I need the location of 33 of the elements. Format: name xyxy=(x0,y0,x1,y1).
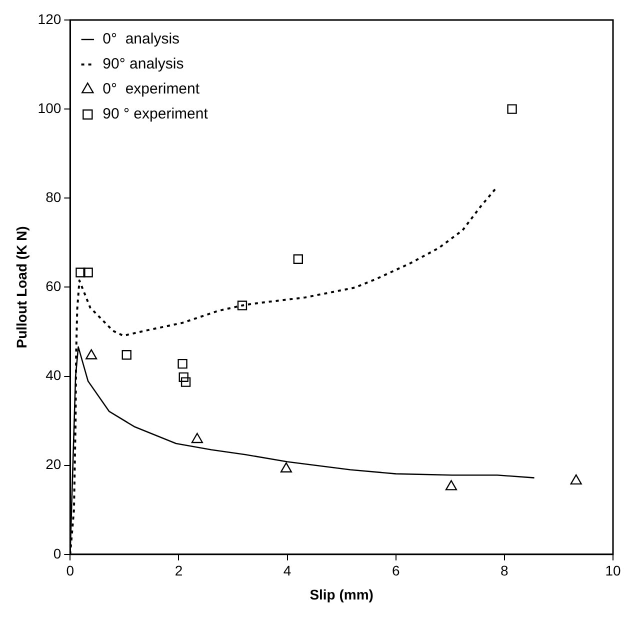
point xyxy=(76,268,86,278)
y-axis-title: Pullout Load (K N) xyxy=(13,226,30,348)
point xyxy=(178,372,188,382)
y-tick-label: 120 xyxy=(38,10,62,27)
point xyxy=(178,358,188,369)
x-tick-label: 8 xyxy=(500,562,509,579)
y-tick-label: 0 xyxy=(53,545,62,562)
point xyxy=(237,300,248,310)
point xyxy=(280,462,292,472)
x-tick-label: 4 xyxy=(283,562,292,579)
x-tick-label: 6 xyxy=(392,562,400,579)
point xyxy=(191,432,203,444)
x-tick-label: 0 xyxy=(66,562,74,579)
point xyxy=(122,350,132,360)
point xyxy=(570,474,582,485)
x-axis-title: Slip (mm) xyxy=(310,586,374,602)
legend-label: 0° analysis xyxy=(102,30,180,48)
point xyxy=(507,104,517,114)
point xyxy=(293,254,303,264)
x-tick-label: 2 xyxy=(174,562,183,579)
point xyxy=(180,377,191,387)
point xyxy=(86,349,98,360)
legend-label: 90° analysis xyxy=(102,56,184,73)
y-tick-label: 100 xyxy=(38,100,62,116)
y-tick-label: 20 xyxy=(46,456,62,472)
y-tick-label: 40 xyxy=(46,367,62,384)
point xyxy=(445,480,458,490)
point xyxy=(83,268,93,278)
y-tick-label: 80 xyxy=(46,188,62,205)
x-tick-label: 10 xyxy=(605,562,621,579)
legend-label: 0° experiment xyxy=(102,80,200,98)
y-tick-label: 60 xyxy=(46,278,62,294)
legend-label: 90 ° experiment xyxy=(102,106,209,123)
